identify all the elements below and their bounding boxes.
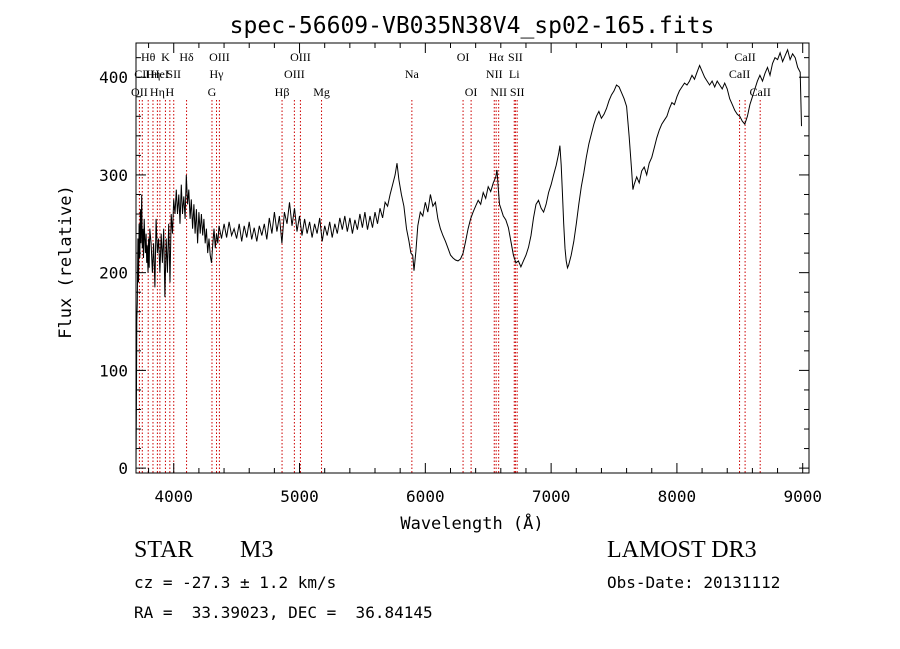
x-axis-label: Wavelength (Å) [400,512,543,534]
x-tick-label-7000: 7000 [532,487,571,506]
y-tick-label-200: 200 [99,264,128,283]
line-label-23-0: Li [509,67,520,81]
line-label-2-0: Hθ [141,50,156,64]
spectral-line-markers [138,100,761,473]
spectrum-line [135,48,802,469]
line-label-5-0: HeI [151,67,169,81]
line-label-16-0: Mg [313,85,330,99]
line-label-13-0: Hβ [275,85,290,99]
chart-title: spec-56609-VB035N38V4_sp02-165.fits [230,13,715,39]
line-label-25-0: SII [510,85,525,99]
y-axis-ticks: 0 100 200 300 400 [99,57,809,478]
line-label-12-0: OIII [209,50,230,64]
y-tick-label-400: 400 [99,68,128,87]
x-tick-label-9000: 9000 [783,487,822,506]
line-label-22-0: NII [490,85,507,99]
redshift-velocity: cz = -27.3 ± 1.2 km/s [134,573,337,592]
y-tick-label-300: 300 [99,166,128,185]
line-label-27-0: CaII [734,50,755,64]
line-label-7-0: H [166,85,175,99]
line-label-9-0: Hδ [179,50,194,64]
line-label-17-0: Na [405,67,420,81]
y-tick-label-0: 0 [118,459,128,478]
line-label-20-0: NII [486,67,503,81]
y-tick-label-100: 100 [99,361,128,380]
x-tick-label-8000: 8000 [658,487,697,506]
x-tick-label-4000: 4000 [154,487,193,506]
line-label-18-0: OI [457,50,470,64]
line-label-0-0: OII [131,85,148,99]
line-label-24-0: SII [508,50,523,64]
line-label-15-0: OIII [290,50,311,64]
line-label-6-0: K [161,50,170,64]
line-label-19-0: OI [465,85,478,99]
x-axis-ticks: 4000 5000 6000 7000 8000 9000 [148,43,822,506]
x-tick-label-6000: 6000 [406,487,445,506]
line-label-4-0: Hη [150,85,165,99]
y-axis-label: Flux (relative) [56,185,76,339]
x-tick-label-5000: 5000 [280,487,319,506]
survey-name: LAMOST DR3 [607,537,757,563]
spectral-line-labels: OIICIIHθHηHηHeIKHSIIHδGHγOIIIHβOIIIOIIIM… [131,50,771,99]
sky-coordinates: RA = 33.39023, DEC = 36.84145 [134,603,433,622]
line-label-21-0: Hα [489,50,505,64]
line-label-10-0: G [208,85,217,99]
object-subclass: M3 [240,537,274,563]
line-label-14-0: OIII [284,67,305,81]
line-label-8-0: SII [166,67,181,81]
line-label-26-0: CaII [729,67,750,81]
plot-frame [135,42,810,474]
observation-date: Obs-Date: 20131112 [607,573,781,592]
object-class: STAR [134,537,194,563]
line-label-3-0: Hη [146,67,161,81]
line-label-11-0: Hγ [210,67,225,81]
